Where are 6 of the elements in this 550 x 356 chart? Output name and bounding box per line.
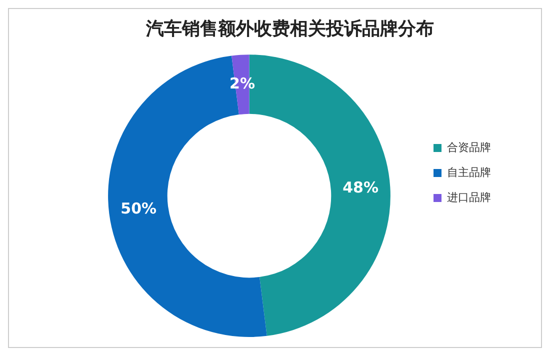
data-label: 50%: [120, 200, 157, 218]
legend-label: 合资品牌: [447, 140, 491, 154]
chart-title: 汽车销售额外收费相关投诉品牌分布: [145, 18, 434, 40]
legend-label: 进口品牌: [447, 190, 491, 204]
data-label: 48%: [342, 178, 379, 197]
legend-label: 自主品牌: [447, 166, 491, 179]
